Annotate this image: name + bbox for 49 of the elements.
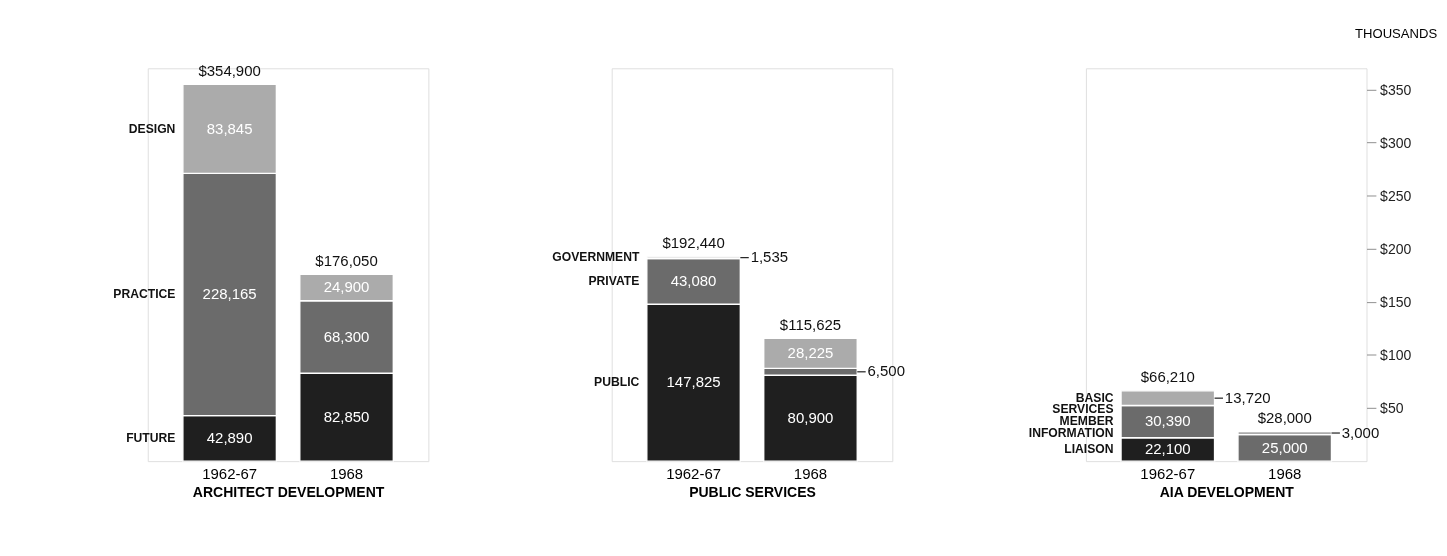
x-tick-label: 1968 [793, 465, 828, 483]
data-label: 80,900 [787, 408, 834, 426]
data-label: 42,890 [206, 429, 253, 447]
data-label: 30,390 [1144, 412, 1191, 430]
data-label: 147,825 [666, 373, 721, 391]
y2-axis-title: THOUSANDS [1355, 25, 1438, 41]
data-label: 43,080 [670, 272, 717, 290]
x-tick-label: 1962-67 [666, 465, 722, 483]
text: $250 [1380, 187, 1412, 204]
series-label: GOVERNMENT [552, 250, 640, 265]
series-label: PUBLIC [594, 375, 640, 390]
text: $50 [1380, 400, 1404, 417]
data-label: 28,225 [787, 344, 834, 362]
text: $300 [1380, 134, 1412, 151]
data-label: 82,850 [323, 407, 370, 425]
total-label: $66,210 [1140, 368, 1195, 386]
x-axis-title: AIA DEVELOPMENT [1159, 484, 1295, 501]
x-tick-label: 1962-67 [202, 465, 258, 483]
data-label: 68,300 [323, 327, 370, 345]
series-label: FUTURE [126, 431, 176, 446]
data-label: 228,165 [202, 285, 257, 303]
total-label: $28,000 [1257, 409, 1312, 427]
total-label: $115,625 [779, 315, 842, 333]
series-label: PRACTICE [113, 287, 176, 302]
x-axis-title: PUBLIC SERVICES [689, 484, 816, 501]
series-label: LIAISON [1064, 442, 1114, 457]
text: $350 [1380, 81, 1412, 98]
data-label: 25,000 [1261, 438, 1308, 456]
data-label: 3,000 [1341, 423, 1380, 441]
series-label: PRIVATE [588, 274, 640, 289]
text: $100 [1380, 347, 1412, 364]
total-label: $354,900 [198, 61, 261, 79]
x-tick-label: 1968 [1268, 465, 1302, 483]
total-label: $192,440 [662, 234, 725, 252]
text: $150 [1380, 294, 1412, 311]
series-label: MEMBER INFORMATION [1028, 414, 1114, 440]
x-tick-label: 1962-67 [1140, 465, 1196, 483]
data-label: 13,720 [1224, 388, 1271, 406]
data-label: 24,900 [323, 278, 370, 296]
data-label: 6,500 [867, 362, 905, 380]
total-label: $176,050 [315, 251, 378, 269]
data-label: 1,535 [750, 248, 789, 266]
series-label: DESIGN [128, 121, 176, 136]
x-axis-title: ARCHITECT DEVELOPMENT [192, 484, 385, 501]
series-label: BASIC SERVICES [1052, 390, 1114, 417]
x-tick-label: 1968 [329, 465, 364, 483]
data-label: 22,100 [1144, 440, 1191, 458]
text: $200 [1380, 240, 1412, 257]
data-label: 83,845 [206, 119, 253, 137]
